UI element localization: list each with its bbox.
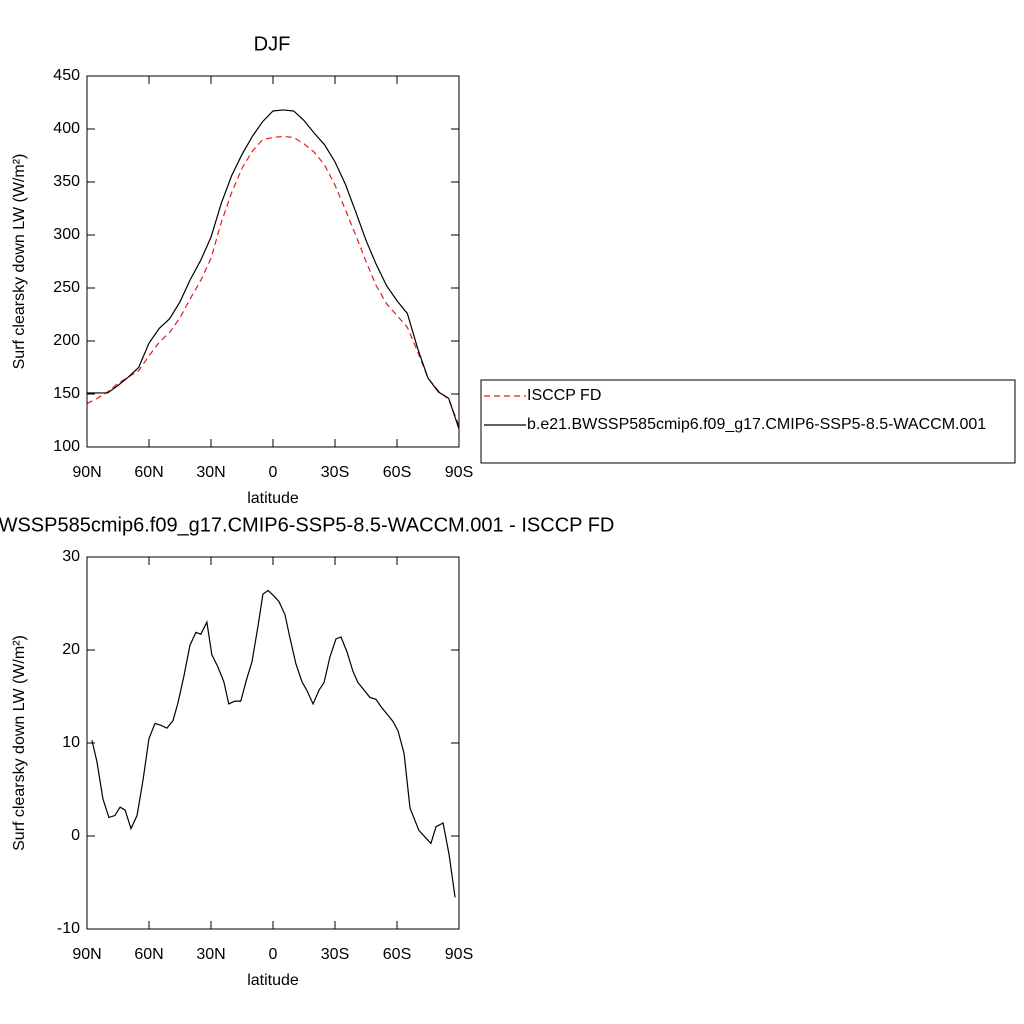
x-axis-label: latitude — [247, 972, 299, 989]
data-line — [87, 109, 460, 430]
x-tick-label: 30N — [196, 464, 225, 481]
x-axis-label: latitude — [247, 490, 299, 507]
legend-label: b.e21.BWSSP585cmip6.f09_g17.CMIP6-SSP5-8… — [527, 416, 986, 433]
y-tick-label: 350 — [53, 173, 80, 190]
chart-title: b.e21.BWSSP585cmip6.f09_g17.CMIP6-SSP5-8… — [0, 514, 614, 536]
y-tick-label: 200 — [53, 332, 80, 349]
x-tick-label: 60N — [134, 464, 163, 481]
x-tick-label: 90S — [445, 946, 473, 963]
y-axis-label: Surf clearsky down LW (W/m²) — [11, 154, 28, 370]
x-tick-label: 60N — [134, 946, 163, 963]
y-tick-label: 400 — [53, 120, 80, 137]
chart-title: DJF — [254, 33, 291, 55]
y-tick-label: 0 — [71, 827, 80, 844]
plot-frame — [86, 556, 460, 930]
y-tick-label: 30 — [62, 548, 80, 565]
legend-box — [480, 379, 1016, 464]
y-tick-label: -10 — [57, 920, 80, 937]
data-line — [86, 135, 460, 427]
x-tick-label: 0 — [269, 946, 278, 963]
y-tick-label: 450 — [53, 67, 80, 84]
y-tick-label: 20 — [62, 641, 80, 658]
x-tick-label: 90S — [445, 464, 473, 481]
y-tick-label: 250 — [53, 279, 80, 296]
plot-frame — [86, 75, 460, 448]
x-tick-label: 30S — [321, 946, 349, 963]
y-tick-label: 10 — [62, 734, 80, 751]
x-tick-label: 90N — [72, 946, 101, 963]
y-axis-label: Surf clearsky down LW (W/m²) — [11, 635, 28, 851]
x-tick-label: 0 — [269, 464, 278, 481]
x-tick-label: 30S — [321, 464, 349, 481]
legend-label: ISCCP FD — [527, 387, 601, 404]
data-line — [91, 589, 456, 898]
y-tick-label: 100 — [53, 438, 80, 455]
y-tick-label: 150 — [53, 385, 80, 402]
x-tick-label: 30N — [196, 946, 225, 963]
x-tick-label: 60S — [383, 946, 411, 963]
x-tick-label: 60S — [383, 464, 411, 481]
y-tick-label: 300 — [53, 226, 80, 243]
x-tick-label: 90N — [72, 464, 101, 481]
